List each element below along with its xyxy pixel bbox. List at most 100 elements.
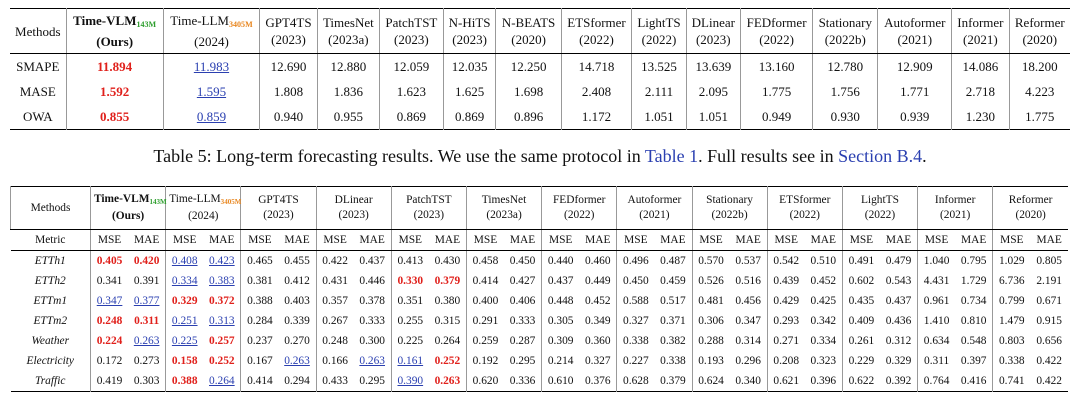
cell: 0.338: [992, 351, 1031, 371]
metric-name: MSE: [917, 229, 956, 251]
metric-name: MAE: [879, 229, 918, 251]
cell: 0.397: [960, 355, 987, 367]
method-name: Stationary: [706, 194, 753, 206]
cell: 0.436: [885, 315, 912, 327]
cell: 0.526: [691, 271, 730, 291]
cell: 1.775: [1008, 104, 1070, 130]
cell: 0.161: [390, 351, 429, 371]
cell: 0.264: [434, 335, 461, 347]
caption: Table 5: Long-term forecasting results. …: [0, 146, 1080, 167]
caption-link[interactable]: Table 1: [644, 146, 699, 166]
cell: 0.311: [134, 315, 160, 327]
method-header: ETSformer (2022): [766, 186, 843, 230]
cell: 0.423: [209, 255, 235, 267]
method-year: (2024): [194, 34, 229, 49]
row-label: Weather: [31, 335, 70, 347]
cell: 0.430: [434, 255, 461, 267]
cell: 0.376: [584, 375, 611, 387]
header-row: Methods Time-VLM143M (Ours) Time-LLM3405M (2…: [10, 8, 1070, 54]
method-header: LightTS (2022): [841, 186, 918, 230]
method-year: (2022b): [824, 32, 866, 47]
cell: 0.263: [359, 355, 386, 367]
method-header: PatchTST (2023): [390, 186, 467, 230]
cell: 0.405: [90, 250, 129, 271]
cell: 0.334: [165, 271, 204, 291]
model-size: 3405M: [228, 20, 253, 29]
cell: 0.419: [90, 371, 129, 392]
cell: 1.051: [631, 104, 687, 130]
method-name: LightTS: [637, 15, 681, 30]
caption-link[interactable]: Section B.4: [838, 146, 923, 166]
cell: 0.396: [810, 375, 837, 387]
method-name: LightTS: [860, 194, 899, 206]
cell: 0.309: [541, 331, 580, 351]
cell: 0.810: [960, 315, 987, 327]
method-header: Autoformer (2021): [616, 186, 692, 230]
cell: 12.035: [442, 53, 496, 79]
method-name: ETSformer: [779, 194, 831, 206]
metric-name: MAE: [278, 229, 317, 251]
method-year: (2022): [564, 209, 595, 221]
method-header: FEDformer (2022): [541, 186, 617, 230]
method-year: (2023): [271, 32, 306, 47]
metric-name: MSE: [841, 229, 880, 251]
cell: 0.628: [616, 371, 655, 392]
cell: 0.334: [810, 335, 837, 347]
cell: 0.251: [165, 311, 204, 331]
cell: 0.388: [165, 371, 204, 392]
cell: 4.431: [917, 271, 956, 291]
cell: 0.391: [133, 275, 160, 287]
method-header: Stationary (2022b): [691, 186, 768, 230]
cell: 1.698: [495, 79, 562, 104]
method-name: ETSformer: [567, 15, 626, 30]
cell: 0.450: [616, 271, 655, 291]
method-name: GPT4TS: [258, 194, 299, 206]
cell: 4.223: [1008, 79, 1070, 104]
cell: 0.261: [841, 331, 880, 351]
data-row: MASE 1.592 1.595 1.808 1.836 1.623 1.625 1.698 2…: [10, 79, 1070, 104]
caption-text: .: [922, 146, 927, 166]
cell: 0.372: [209, 295, 235, 307]
cell: 0.400: [465, 291, 505, 311]
data-row: Traffic 0.419 0.303 0.388 0.264 0.414 0.294 0.4…: [11, 371, 1069, 392]
cell: 0.869: [442, 104, 496, 130]
cell: 0.855: [65, 104, 164, 130]
cell: 0.414: [465, 271, 505, 291]
method-header: GPT4TS (2023): [240, 186, 317, 230]
cell: 0.414: [240, 371, 279, 392]
cell: 0.440: [541, 250, 580, 271]
method-header: Time-LLM3405M (2024): [162, 8, 260, 54]
cell: 0.284: [240, 311, 279, 331]
cell: 0.437: [541, 271, 580, 291]
cell: 0.237: [240, 331, 279, 351]
cell: 0.940: [259, 104, 318, 130]
data-row: ETTm1 0.347 0.377 0.329 0.372 0.388 0.403 0.357…: [11, 291, 1069, 311]
cell: 0.192: [465, 351, 505, 371]
cell: 12.690: [259, 53, 318, 79]
cell: 0.273: [133, 355, 160, 367]
cell: 1.729: [960, 275, 987, 287]
cell: 0.225: [165, 331, 204, 351]
cell: 0.859: [162, 104, 260, 130]
cell: 0.429: [766, 291, 805, 311]
cell: 0.624: [691, 371, 730, 392]
method-header: Informer (2021): [951, 8, 1010, 54]
cell: 0.306: [691, 311, 730, 331]
cell: 2.095: [685, 79, 741, 104]
cell: 0.341: [90, 271, 129, 291]
cell: 0.416: [960, 375, 987, 387]
method-year: (2022): [641, 32, 677, 47]
cell: 0.439: [766, 271, 805, 291]
cell: 1.771: [877, 79, 952, 104]
cell: 1.172: [560, 104, 632, 130]
cell: 0.446: [359, 275, 386, 287]
cell: 0.392: [885, 375, 912, 387]
metric-name: MSE: [390, 229, 429, 251]
cell: 0.622: [841, 371, 880, 392]
cell: 0.339: [284, 315, 310, 327]
cell: 0.270: [284, 335, 310, 347]
metric-name: MSE: [616, 229, 655, 251]
data-row: ETTh2 0.341 0.391 0.334 0.383 0.381 0.412 0.431…: [11, 271, 1069, 291]
cell: 0.214: [541, 351, 580, 371]
